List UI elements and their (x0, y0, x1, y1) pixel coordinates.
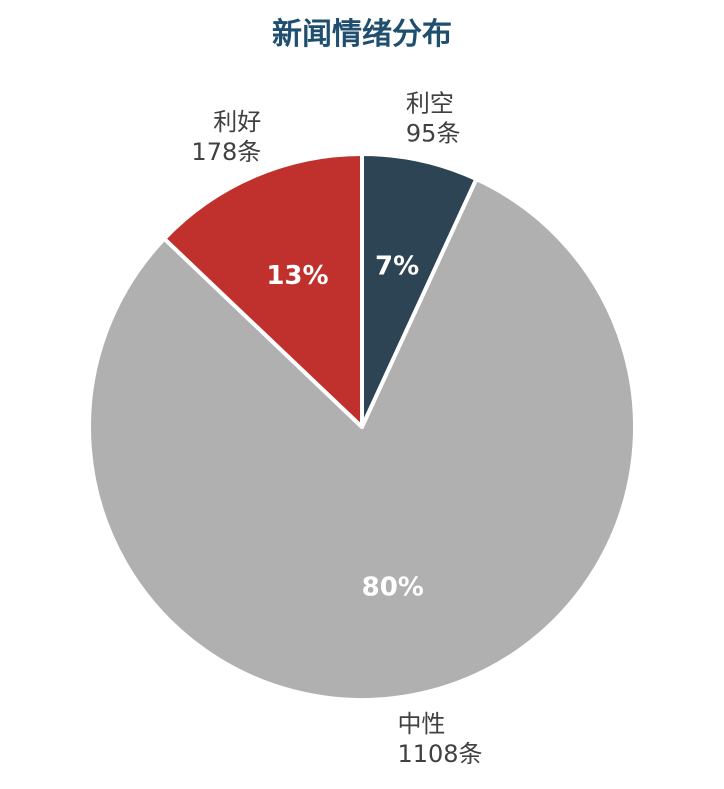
pie-category-label-2: 利好 178条 (191, 108, 261, 166)
pie-category-name: 利好 (213, 108, 261, 136)
pie-slice-2 (162, 152, 364, 429)
pie-slice-1 (87, 177, 637, 702)
pie-percent-label-2: 13% (266, 261, 328, 291)
pie-percent-label-1: 80% (362, 572, 424, 602)
pie-category-count: 1108条 (397, 740, 482, 768)
pie-slices (87, 152, 637, 702)
pie-category-count: 95条 (406, 120, 461, 148)
pie-category-label-0: 利空 95条 (406, 90, 461, 148)
pie-category-name: 中性 (397, 710, 445, 738)
chart-title: 新闻情绪分布 (272, 17, 452, 52)
pie-percent-labels: 7% 80% 13% (266, 252, 424, 603)
pie-percent-label-0: 7% (375, 252, 419, 282)
pie-category-name: 利空 (406, 90, 454, 118)
pie-slice-0 (360, 152, 479, 429)
pie-category-label-1: 中性 1108条 (397, 710, 482, 768)
pie-category-count: 178条 (191, 138, 261, 166)
